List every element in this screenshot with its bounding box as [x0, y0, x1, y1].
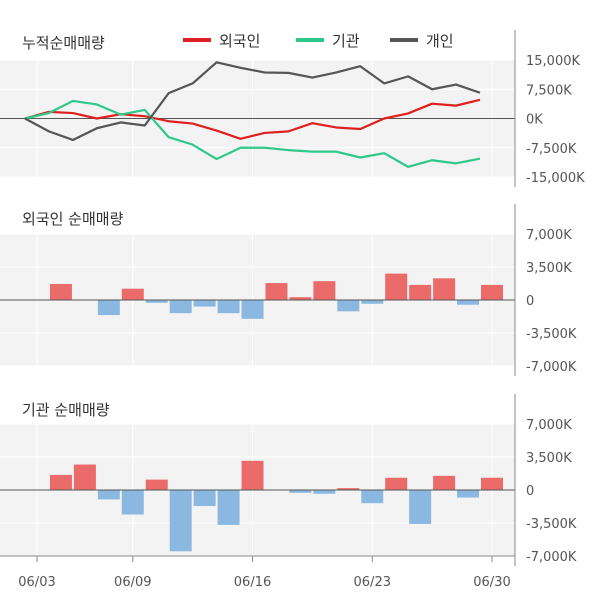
bar	[409, 284, 432, 300]
y-tick-label: -7,000K	[526, 360, 577, 375]
bar	[217, 300, 240, 314]
bar	[433, 278, 456, 300]
y-tick-label: -3,500K	[526, 517, 577, 532]
y-tick-label: 7,500K	[526, 83, 572, 98]
x-tick-label: 06/23	[354, 575, 391, 590]
bar	[457, 490, 480, 498]
bar	[97, 300, 120, 316]
x-tick-label: 06/09	[114, 575, 151, 590]
bar	[49, 474, 72, 490]
bar	[361, 300, 384, 304]
chart-title: 외국인 순매매량	[22, 210, 124, 228]
x-tick-label: 06/16	[234, 575, 271, 590]
bar	[289, 490, 312, 493]
legend-label: 기관	[332, 32, 360, 50]
bar	[385, 477, 408, 490]
y-tick-label: 0	[526, 484, 534, 499]
bar	[313, 281, 336, 300]
series-line-외국인	[24, 98, 481, 140]
chart-title: 기관 순매매량	[22, 401, 110, 419]
legend-label: 개인	[426, 32, 454, 50]
bar	[169, 490, 192, 552]
bar	[289, 297, 312, 300]
x-tick-label: 06/30	[473, 575, 510, 590]
bar	[217, 490, 240, 525]
series-line-기관	[24, 99, 481, 168]
bar	[457, 300, 480, 305]
y-tick-label: -7,000K	[526, 550, 577, 565]
bar	[337, 300, 360, 312]
bar	[49, 283, 72, 300]
y-tick-label: 3,500K	[526, 451, 572, 466]
y-tick-label: 0K	[526, 113, 543, 128]
bar	[193, 490, 216, 507]
chart-title: 누적순매매량	[22, 34, 105, 52]
bar	[169, 300, 192, 314]
bar	[241, 460, 264, 490]
bar	[313, 490, 336, 494]
bar	[145, 300, 168, 303]
bar	[481, 284, 503, 300]
bar	[97, 490, 120, 500]
series-line-개인	[24, 61, 481, 142]
y-tick-label: 7,000K	[526, 228, 572, 243]
bar	[121, 288, 144, 300]
bar	[337, 488, 360, 490]
y-tick-label: 7,000K	[526, 418, 572, 433]
bar	[433, 475, 456, 490]
bar	[73, 464, 96, 490]
y-tick-label: -7,500K	[526, 142, 577, 157]
bar	[481, 477, 503, 490]
y-tick-label: -3,500K	[526, 327, 577, 342]
bar	[361, 490, 384, 504]
bar	[193, 300, 216, 307]
y-tick-label: 15,000K	[526, 54, 580, 69]
y-tick-label: 3,500K	[526, 261, 572, 276]
y-tick-label: 0	[526, 294, 534, 309]
y-tick-label: -15,000K	[526, 171, 585, 186]
bar	[409, 490, 432, 524]
bar	[121, 490, 144, 515]
bar	[241, 300, 264, 319]
x-tick-label: 06/03	[18, 575, 55, 590]
bar	[145, 479, 168, 490]
legend-label: 외국인	[219, 32, 260, 50]
bar	[265, 283, 288, 300]
bar	[385, 273, 408, 300]
